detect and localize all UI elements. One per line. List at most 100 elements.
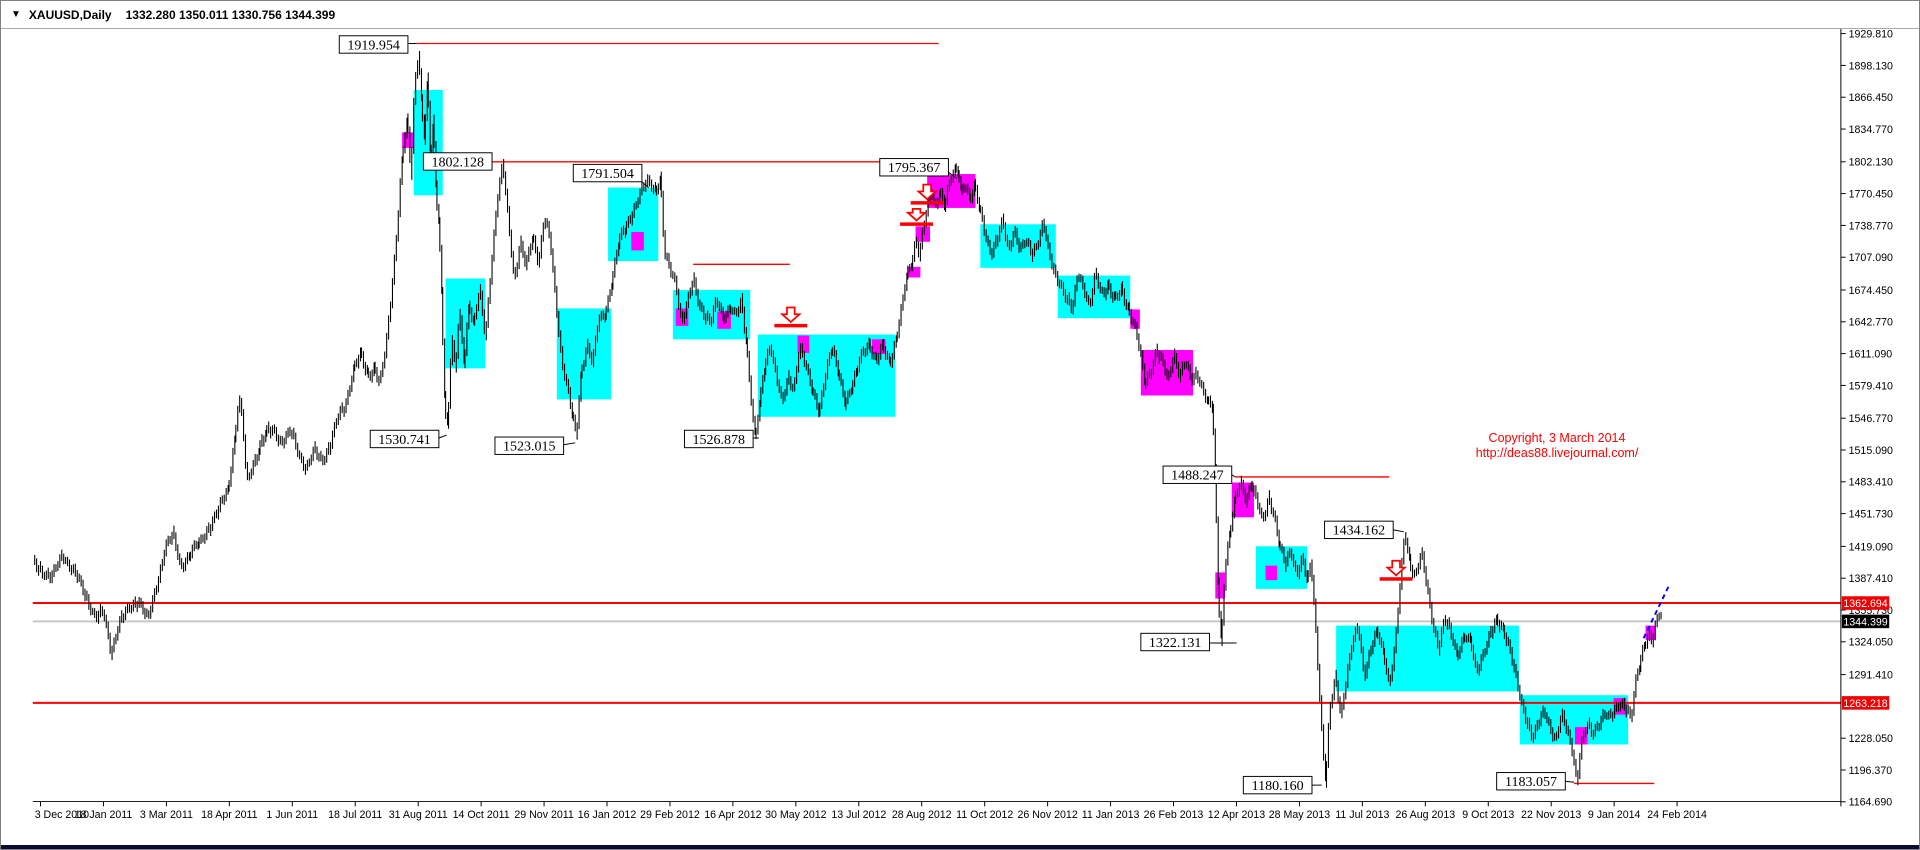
x-tick-label: 26 Aug 2013 (1395, 809, 1455, 821)
y-tick-label: 1674.450 (1849, 285, 1893, 297)
demand-supply-zone[interactable] (1255, 546, 1308, 589)
chart-canvas[interactable]: 1919.954 1802.128 1791.504 1795.367 1530.741… (1, 28, 1919, 847)
price-label-box[interactable] (338, 35, 409, 54)
x-tick-label: 9 Oct 2013 (1462, 809, 1514, 821)
zone-magenta[interactable] (1645, 625, 1656, 641)
sell-arrow-icon[interactable] (1385, 559, 1408, 577)
chart-title-bar: ▼ XAUUSD,Daily 1332.280 1350.011 1330.75… (1, 1, 1919, 29)
zone-magenta[interactable] (797, 335, 810, 353)
y-tick-label: 1611.090 (1849, 348, 1893, 360)
y-tick-label: 1707.090 (1849, 252, 1893, 264)
arrow-underline (774, 323, 808, 328)
y-tick-label: 1770.450 (1849, 188, 1893, 200)
x-tick-label: 31 Aug 2011 (389, 809, 448, 821)
price-label-box[interactable] (494, 436, 565, 455)
label-callout (1565, 780, 1575, 783)
label-callout (1393, 529, 1404, 533)
price-bars (34, 51, 1662, 788)
price-label-box[interactable] (572, 163, 643, 183)
price-label-text: 1919.954 (347, 38, 400, 53)
y-tick-label: 1929.810 (1849, 29, 1893, 40)
y-tick-label: 1483.410 (1849, 477, 1893, 489)
price-badge (1841, 596, 1890, 610)
x-tick-label: 24 Feb 2014 (1647, 809, 1707, 821)
y-tick-label: 1291.410 (1849, 669, 1893, 681)
arrow-underline (1379, 577, 1413, 581)
x-tick-label: 18 Jul 2011 (328, 809, 382, 821)
x-tick-label: 22 Nov 2013 (1521, 809, 1581, 821)
zone-magenta[interactable] (1215, 572, 1225, 599)
price-badge-text: 1344.399 (1843, 616, 1887, 628)
copyright-note: Copyright, 3 March 2014 http://deas88.li… (1457, 431, 1657, 461)
price-label-box[interactable] (879, 158, 949, 177)
x-tick-label: 30 May 2012 (765, 809, 827, 821)
trendline[interactable] (1642, 585, 1670, 639)
price-badge (1841, 696, 1890, 710)
price-label-text: 1802.128 (431, 155, 484, 170)
x-tick-label: 11 Jan 2013 (1082, 809, 1140, 821)
x-tick-label: 26 Feb 2013 (1144, 809, 1204, 821)
price-label-box[interactable] (369, 429, 440, 449)
x-tick-label: 13 Jul 2012 (831, 809, 886, 821)
demand-supply-zone[interactable] (980, 224, 1056, 268)
price-label-text: 1526.878 (693, 433, 746, 448)
price-label-text: 1183.057 (1505, 775, 1557, 790)
copyright-line1: Copyright, 3 March 2014 (1488, 431, 1626, 445)
y-tick-label: 1579.410 (1849, 380, 1893, 392)
price-label-box[interactable] (1162, 465, 1233, 484)
chevron-down-icon[interactable]: ▼ (11, 9, 21, 20)
zone-magenta[interactable] (907, 266, 921, 278)
price-label-text: 1795.367 (888, 161, 941, 176)
y-tick-label: 1642.770 (1849, 317, 1893, 329)
zone-magenta[interactable] (402, 132, 414, 148)
y-tick-label: 1546.770 (1849, 413, 1893, 425)
label-callout (948, 171, 958, 180)
y-tick-label: 1196.370 (1849, 765, 1893, 777)
y-tick-label: 1387.410 (1849, 573, 1893, 585)
zone-magenta[interactable] (1574, 727, 1588, 745)
price-label-text: 1488.247 (1171, 469, 1224, 484)
x-tick-label: 3 Mar 2011 (140, 809, 193, 821)
label-callout (641, 181, 650, 188)
x-tick-label: 16 Jan 2012 (578, 809, 637, 821)
price-label-text: 1322.131 (1149, 636, 1202, 651)
x-tick-label: 29 Nov 2011 (514, 809, 574, 821)
price-badge-text: 1263.218 (1843, 698, 1887, 710)
x-tick-label: 16 Apr 2012 (704, 809, 761, 821)
label-callout (563, 442, 576, 446)
arrow-underline (900, 222, 933, 226)
x-tick-label: 28 Aug 2012 (892, 809, 952, 821)
x-tick-label: 18 Jan 2011 (75, 809, 133, 821)
y-tick-label: 1738.770 (1849, 220, 1893, 232)
y-tick-label: 1228.050 (1849, 733, 1893, 745)
price-label-box[interactable] (422, 152, 493, 171)
x-tick-label: 14 Oct 2011 (453, 809, 510, 821)
price-label-box[interactable] (683, 429, 754, 449)
x-tick-label: 12 Apr 2013 (1208, 809, 1265, 821)
x-tick-label: 29 Feb 2012 (640, 809, 700, 821)
y-tick-label: 1898.130 (1849, 60, 1893, 72)
price-label-box[interactable] (1496, 772, 1566, 791)
sell-arrow-icon[interactable] (905, 207, 928, 222)
price-label-text: 1530.741 (378, 433, 431, 448)
arrow-underline (910, 201, 944, 205)
price-label-text: 1791.504 (581, 167, 634, 182)
price-label-box[interactable] (1324, 520, 1394, 540)
ohlc-quote-label: 1332.280 1350.011 1330.756 1344.399 (125, 7, 336, 22)
y-tick-label: 1834.770 (1849, 124, 1893, 136)
y-tick-label: 1419.090 (1849, 541, 1893, 553)
price-label-text: 1180.160 (1252, 779, 1304, 794)
sell-arrow-icon[interactable] (779, 306, 802, 324)
price-badge (1841, 614, 1890, 629)
y-tick-label: 1802.130 (1849, 157, 1893, 169)
x-tick-label: 26 Nov 2012 (1018, 809, 1078, 821)
demand-supply-zone[interactable] (556, 308, 611, 400)
price-label-box[interactable] (1242, 775, 1313, 795)
price-label-text: 1523.015 (503, 440, 556, 455)
zone-magenta[interactable] (631, 232, 644, 251)
y-tick-label: 1164.690 (1849, 797, 1893, 809)
sell-arrow-icon[interactable] (916, 183, 939, 201)
price-label-box[interactable] (1140, 632, 1210, 652)
zone-magenta[interactable] (1265, 565, 1278, 581)
